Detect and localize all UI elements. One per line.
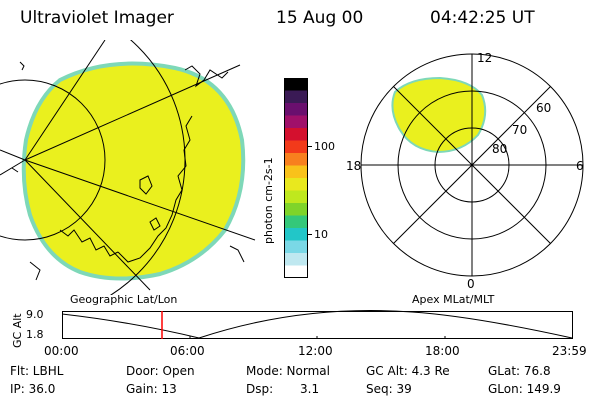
colorbar-swatch [284,103,308,116]
filter-info: Flt: LBHL [10,364,64,378]
instrument-title: Ultraviolet Imager [20,8,174,28]
geographic-label: Geographic Lat/Lon [70,293,178,306]
colorbar-swatch [284,203,308,216]
uv-emission-disk [21,61,246,281]
mode-info: Mode: Normal [246,364,330,378]
colorbar-swatch [284,78,308,91]
colorbar-swatch [284,228,308,241]
altitude-x-ticks [189,336,446,339]
altitude-ytick-low: 1.8 [26,328,44,341]
geographic-image [0,40,256,295]
altitude-xtick-2359: 23:59 [552,344,587,358]
polar-plot: 12 18 6 0 60 70 80 [346,51,584,291]
colorbar-tick-100: 100 [314,140,335,153]
colorbar-swatch [284,128,308,141]
colorbar-swatch [284,165,308,179]
lat-label-80: 80 [492,142,507,156]
colorbar-swatch [284,90,308,104]
dsp-value: 3.1 [300,382,320,396]
mlt-label-12: 12 [477,51,492,65]
seq-info: Seq: 39 [366,382,412,396]
colorbar-swatch [284,153,308,166]
altitude-xtick-1800: 18:00 [425,344,460,358]
mlt-label-18: 18 [346,159,361,173]
colorbar-swatch [284,265,308,278]
polar-emission-region [391,76,487,154]
altitude-ylabel: GC Alt [11,313,24,348]
colorbar-swatch [284,140,308,154]
altitude-xtick-1200: 12:00 [298,344,333,358]
gc-alt-info: GC Alt: 4.3 Re [366,364,450,378]
colorbar-swatch [284,190,308,204]
gain-info: Gain: 13 [126,382,177,396]
glon-info: GLon: 149.9 [488,382,561,396]
ip-info: IP: 36.0 [10,382,56,396]
altitude-plot [62,309,573,339]
date-label: 15 Aug 00 [276,8,364,28]
colorbar-tick-mark-10 [308,234,312,235]
lat-label-70: 70 [512,123,527,137]
mlt-label-0: 0 [467,277,475,291]
colorbar-swatch [284,253,308,266]
altitude-ytick-high: 9.0 [26,308,44,321]
colorbar-swatch [284,240,308,254]
lat-label-60: 60 [536,101,551,115]
colorbar-swatch [284,215,308,229]
polar-label: Apex MLat/MLT [412,293,495,306]
glat-info: GLat: 76.8 [488,364,551,378]
mlt-label-6: 6 [576,159,584,173]
door-info: Door: Open [126,364,195,378]
colorbar-swatch [284,178,308,191]
colorbar-swatch [284,115,308,129]
colorbar-unit-label: photon cm-2s-1 [262,157,275,244]
coastline-outlines [11,61,245,281]
colorbar-tick-mark-100 [308,146,312,147]
dsp-label: Dsp: [246,382,274,396]
altitude-xtick-0600: 06:00 [170,344,205,358]
colorbar-tick-10: 10 [314,228,328,241]
time-label: 04:42:25 UT [430,8,535,28]
altitude-xtick-0000: 00:00 [44,344,79,358]
colorbar [284,78,308,278]
altitude-curve [62,309,573,339]
